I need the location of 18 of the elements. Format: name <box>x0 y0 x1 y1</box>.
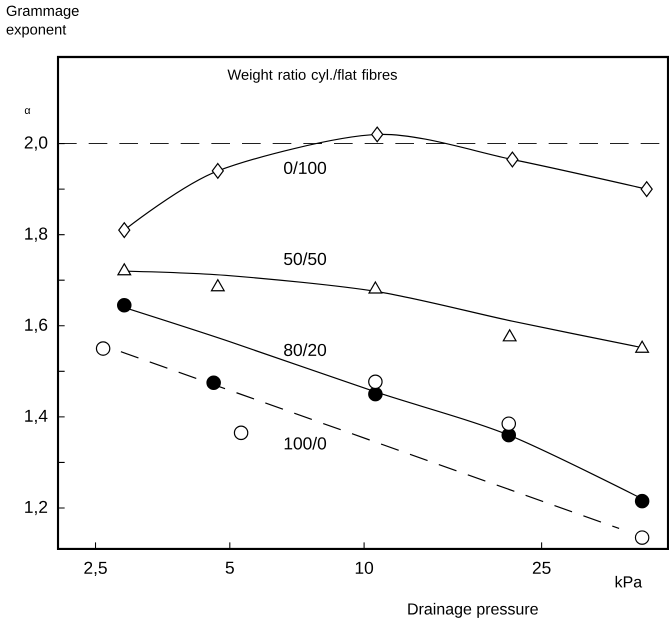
text: kPa <box>616 576 642 588</box>
x-tick-label: 2,5 <box>84 562 107 576</box>
y-axis-title: Grammage exponent <box>6 6 79 38</box>
y-tick-label: 2,0 <box>24 136 48 151</box>
x-tick-label: 5 <box>226 562 234 574</box>
series-label: 80/20 <box>284 343 326 356</box>
y-tick-label: 1,4 <box>25 410 48 424</box>
series-label: 50/50 <box>284 252 326 266</box>
x-tick-label: 10 <box>356 562 374 574</box>
y-tick-label: 1,6 <box>25 318 48 333</box>
series-label: 0/100 <box>284 161 326 174</box>
text: α <box>24 108 30 114</box>
y-tick-label: 1,8 <box>25 227 48 242</box>
x-tick-label: 25 <box>532 562 551 574</box>
series-label: 100/0 <box>284 436 326 450</box>
legend-title: Weight ratio cyl./flat fibres <box>227 69 397 83</box>
y-tick-label: 1,2 <box>25 500 48 516</box>
x-axis-title: Drainage pressure <box>408 602 538 618</box>
